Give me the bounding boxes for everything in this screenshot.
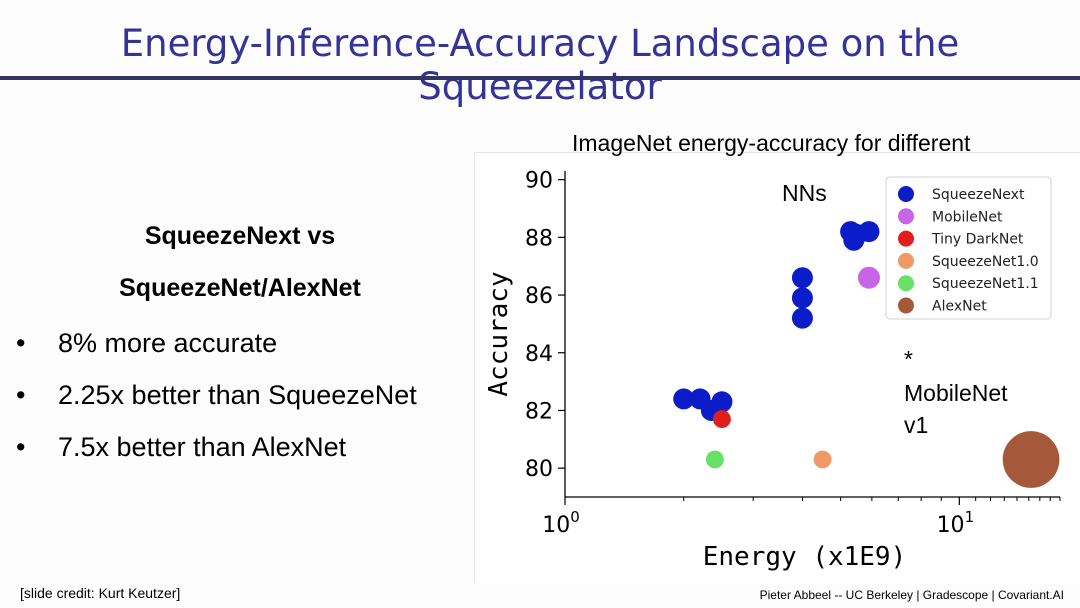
annotation-star: *: [904, 346, 913, 372]
legend-label: Tiny DarkNet: [931, 232, 1024, 248]
legend-label: AlexNet: [932, 299, 987, 315]
legend-label: SqueezeNet1.0: [932, 254, 1039, 270]
y-tick-label: 88: [525, 226, 553, 251]
bullet-item: • 2.25x better than SqueezeNet: [16, 380, 417, 411]
comparison-heading-line1: SqueezeNext vs: [144, 222, 336, 250]
data-point: [791, 307, 813, 329]
legend-marker: [898, 275, 914, 292]
legend-marker: [898, 297, 914, 314]
title-divider: [0, 76, 1080, 80]
bullet-text: 7.5x better than AlexNet: [58, 432, 347, 462]
y-axis-label: Accuracy: [484, 271, 514, 396]
legend-label: SqueezeNext: [932, 187, 1025, 203]
data-point: [711, 391, 733, 413]
data-point: [791, 267, 813, 289]
y-tick-label: 90: [525, 169, 553, 194]
chart-title-line2: NNs: [782, 180, 827, 206]
bullet-item: • 8% more accurate: [16, 328, 277, 359]
bullet-text: 2.25x better than SqueezeNet: [58, 380, 417, 410]
legend-label: MobileNet: [932, 209, 1003, 225]
chart-title-line1: ImageNet energy-accuracy for different: [572, 130, 971, 156]
y-tick-label: 84: [525, 342, 553, 367]
x-tick-label: 101: [937, 508, 975, 538]
comparison-heading-line2: SqueezeNet/AlexNet: [119, 274, 361, 302]
x-tick-label: 100: [542, 508, 580, 538]
footer-affiliation: Pieter Abbeel -- UC Berkeley | Gradescop…: [759, 588, 1064, 602]
annotation-version: v1: [904, 412, 929, 438]
y-tick-label: 80: [525, 457, 553, 482]
bullet-item: • 7.5x better than AlexNet: [16, 432, 346, 463]
slide-title: Energy-Inference-Accuracy Landscape on t…: [120, 22, 960, 108]
x-axis-label: Energy (x1E9): [703, 542, 907, 572]
bullet-dot: •: [16, 432, 26, 462]
bullet-dot: •: [16, 328, 26, 358]
scatter-chart: 80 82 84 86 88 90 100 101 Energy (x1E9) Accuracy S…: [484, 169, 1061, 572]
legend-box: [885, 176, 1052, 320]
chart-panel: 80 82 84 86 88 90 100 101 Energy (x1E9) Accuracy S…: [474, 152, 1080, 583]
data-point: [857, 266, 881, 289]
data-point: [813, 450, 832, 469]
data-point: [673, 388, 695, 410]
bullet-dot: •: [16, 380, 26, 410]
legend-marker: [898, 230, 914, 247]
legend-marker: [898, 252, 914, 269]
y-tick-label: 86: [525, 284, 553, 309]
data-point: [846, 223, 868, 245]
data-point: [712, 410, 731, 429]
data-point: [791, 287, 813, 309]
bullet-text: 8% more accurate: [58, 328, 278, 358]
legend-label: SqueezeNet1.1: [932, 276, 1039, 292]
slide-credit: [slide credit: Kurt Keutzer]: [20, 585, 181, 601]
data-point: [706, 450, 724, 469]
data-point: [1002, 431, 1060, 488]
y-tick-label: 82: [525, 399, 553, 424]
legend-marker: [898, 208, 914, 225]
annotation-mobilenet: MobileNet: [904, 380, 1008, 406]
legend-marker: [898, 186, 914, 202]
